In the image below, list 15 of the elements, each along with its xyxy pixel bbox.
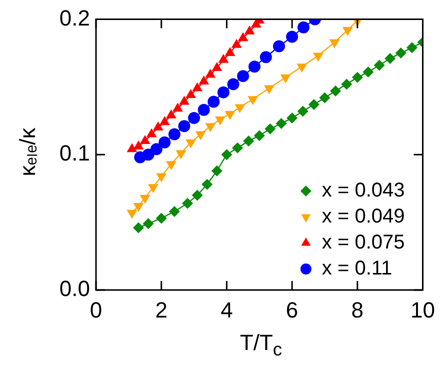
y-tick-label: 0.2 xyxy=(59,5,90,30)
x-axis-title: T/T$_{c}$ xyxy=(238,330,284,360)
x-tick-label: 6 xyxy=(286,297,298,322)
x-tick-label: 2 xyxy=(155,297,168,322)
x-tick-label: 8 xyxy=(351,297,364,322)
x-tick-label: 10 xyxy=(410,297,436,322)
y-tick-label: 0.1 xyxy=(59,140,90,166)
x-tick-label: 4 xyxy=(220,297,233,322)
legend-label: x = 0.043 xyxy=(322,180,405,202)
y-axis-title: κₑₗₑ/κ xyxy=(14,128,41,176)
legend-label: x = 0.11 xyxy=(322,258,392,280)
y-tick-label: 0.0 xyxy=(59,276,90,302)
legend-label: x = 0.049 xyxy=(322,206,405,228)
legend-label: x = 0.075 xyxy=(322,232,405,254)
x-tick-label: 0 xyxy=(90,297,102,322)
